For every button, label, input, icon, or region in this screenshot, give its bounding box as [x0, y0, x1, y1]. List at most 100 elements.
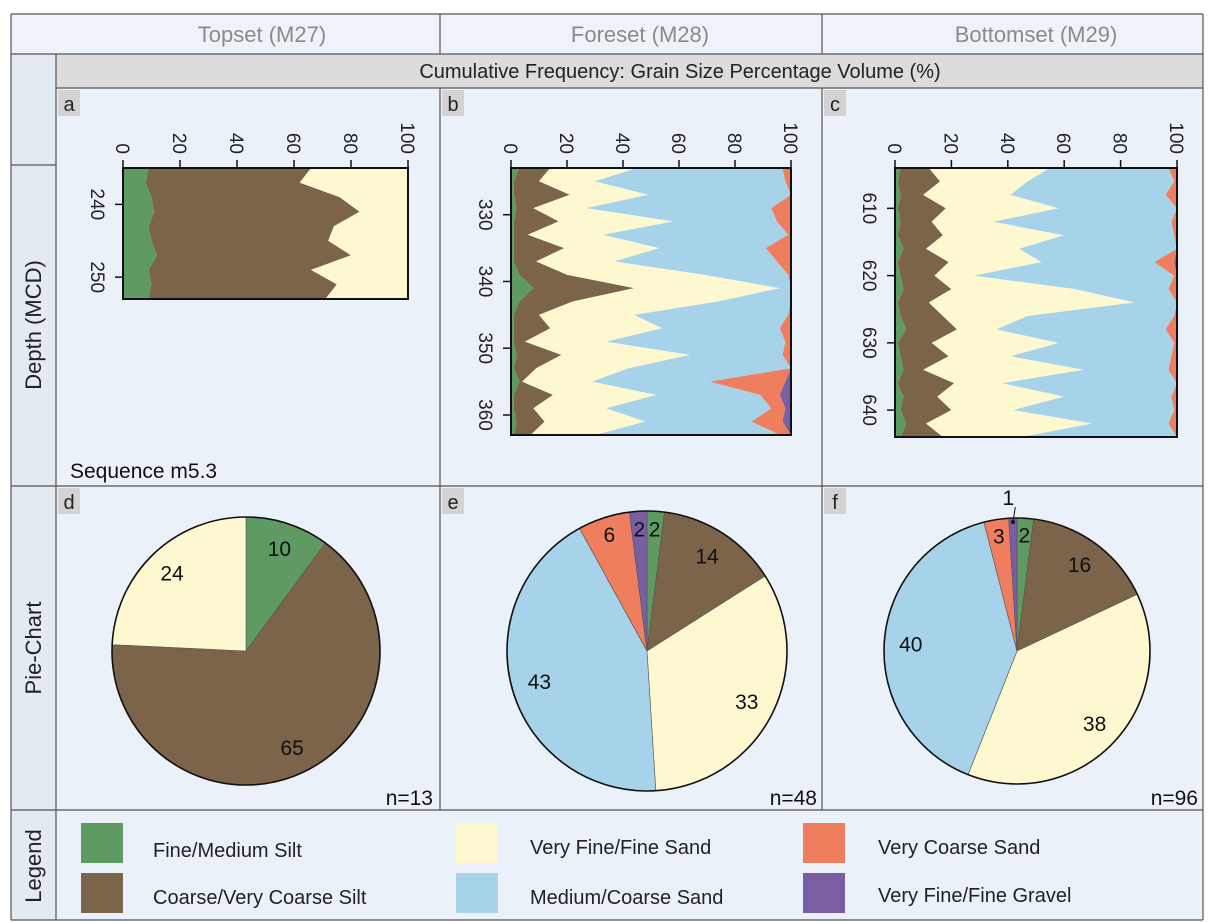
pie-chart-d: 10 65 24: [111, 516, 381, 786]
column-title-bottomset: Bottomset (M29): [955, 22, 1118, 47]
x-tick-label-a-80: 80: [339, 133, 360, 154]
x-tick-label-b-40: 40: [611, 133, 632, 154]
pie-label-e-very-fine-fine-gravel: 2: [634, 518, 646, 541]
area-c-fine-medium-silt: [895, 168, 907, 437]
panel-letter-a: a: [58, 90, 80, 116]
depth-tick-label-c-630: 630: [858, 327, 879, 359]
area-c-very-fine-fine-sand: [923, 168, 1135, 437]
panel-letter-c: c: [824, 90, 846, 116]
svg-text:d: d: [63, 492, 74, 514]
svg-text:a: a: [63, 94, 75, 116]
depth-tick-label-a-250: 250: [86, 261, 107, 293]
depth-tick-label-c-640: 640: [858, 394, 879, 426]
area-b-very-fine-fine-sand: [522, 168, 780, 435]
x-tick-label-b-100: 100: [779, 122, 800, 154]
area-a-fine-medium-silt: [123, 168, 158, 299]
x-tick-label-a-60: 60: [282, 133, 303, 154]
legend-label-fine-medium-silt: Fine/Medium Silt: [153, 840, 302, 862]
area-chart-c: 0 20 40 60 80 100 610 620 630 640: [858, 122, 1186, 438]
depth-tick-label-b-360: 360: [474, 399, 495, 431]
x-tick-label-c-20: 20: [939, 133, 960, 154]
x-tick-label-c-40: 40: [996, 133, 1017, 154]
pie-chart-f: 2 16 38 40 3 1: [883, 487, 1151, 785]
area-b-coarse-very-coarse-silt: [513, 168, 635, 435]
n-label-d: n=13: [386, 787, 433, 810]
legend-swatch-very-coarse-sand: [803, 823, 845, 863]
legend-swatch-fine-medium-silt: [81, 823, 123, 863]
panel-letter-b: b: [442, 90, 464, 116]
pie-outline-e: [506, 510, 788, 792]
x-tick-label-c-60: 60: [1052, 133, 1073, 154]
row-label-legend: Legend: [21, 829, 46, 902]
legend-swatch-medium-coarse-sand: [456, 873, 498, 913]
pie-label-e-very-fine-fine-sand: 33: [735, 691, 758, 714]
pie-label-f-medium-coarse-sand: 40: [899, 633, 922, 656]
legend-swatch-coarse-very-coarse-silt: [81, 873, 123, 913]
x-tick-label-b-80: 80: [723, 133, 744, 154]
pie-label-d-fine-medium-silt: 10: [268, 538, 291, 561]
x-tick-label-c-100: 100: [1165, 122, 1186, 154]
pie-label-f-very-fine-fine-gravel: 1: [1002, 487, 1014, 510]
x-tick-label-a-40: 40: [225, 133, 246, 154]
row-label-band: [11, 54, 56, 920]
depth-tick-label-a-240: 240: [86, 189, 107, 221]
area-a-very-fine-fine-sand: [299, 168, 408, 299]
legend-label-very-fine-fine-sand: Very Fine/Fine Sand: [530, 837, 711, 859]
x-tick-label-b-20: 20: [555, 133, 576, 154]
pie-outline-f: [883, 517, 1151, 785]
area-frame-b: [510, 167, 792, 436]
n-label-f: n=96: [1151, 787, 1198, 810]
pie-label-f-coarse-very-coarse-silt: 16: [1068, 554, 1091, 577]
pie-label-e-fine-medium-silt: 2: [649, 518, 661, 541]
legend-label-very-coarse-sand: Very Coarse Sand: [878, 837, 1040, 859]
pie-label-f-fine-medium-silt: 2: [1018, 525, 1030, 548]
legend-swatch-very-fine-fine-gravel: [803, 873, 845, 913]
x-tick-label-c-0: 0: [883, 143, 904, 154]
x-tick-label-b-60: 60: [667, 133, 688, 154]
legend: Fine/Medium Silt Coarse/Very Coarse Silt V…: [81, 823, 1071, 913]
area-b-very-coarse-sand: [709, 168, 791, 435]
depth-tick-label-b-340: 340: [474, 266, 495, 298]
area-a-coarse-very-coarse-silt: [145, 168, 360, 299]
panel-letter-e: e: [442, 488, 464, 514]
svg-text:e: e: [447, 492, 458, 514]
x-tick-label-a-100: 100: [396, 122, 417, 154]
area-chart-b: 0 20 40 60 80 100 330 340 350 360: [474, 122, 800, 436]
x-tick-label-a-20: 20: [168, 133, 189, 154]
area-frame-c: [894, 167, 1178, 438]
pie-pointer-line-f: [1012, 507, 1016, 523]
legend-label-very-fine-fine-gravel: Very Fine/Fine Gravel: [878, 885, 1071, 907]
n-label-e: n=48: [770, 787, 817, 810]
depth-tick-label-c-610: 610: [858, 192, 879, 224]
panel-letter-f: f: [824, 488, 846, 514]
area-frame-a: [122, 167, 409, 300]
column-title-foreset: Foreset (M28): [571, 22, 709, 47]
pie-label-e-medium-coarse-sand: 43: [528, 671, 551, 694]
row-label-depth: Depth (MCD): [21, 260, 46, 390]
legend-swatch-very-fine-fine-sand: [456, 823, 498, 863]
pie-label-f-very-coarse-sand: 3: [993, 526, 1005, 549]
area-b-fine-medium-silt: [511, 168, 534, 435]
legend-label-medium-coarse-sand: Medium/Coarse Sand: [530, 887, 723, 909]
area-chart-a: 0 20 40 60 80 100 240 250: [86, 122, 417, 300]
svg-text:f: f: [832, 492, 838, 514]
area-c-coarse-very-coarse-silt: [897, 168, 957, 437]
figure-subtitle: Cumulative Frequency: Grain Size Percent…: [419, 61, 940, 83]
pie-label-d-very-fine-fine-sand: 24: [160, 562, 184, 585]
depth-tick-label-b-330: 330: [474, 199, 495, 231]
area-c-very-coarse-sand: [1154, 168, 1177, 437]
depth-tick-label-c-620: 620: [858, 260, 879, 292]
area-b-medium-coarse-sand: [586, 168, 791, 435]
legend-label-coarse-very-coarse-silt: Coarse/Very Coarse Silt: [153, 887, 367, 909]
pie-label-e-very-coarse-sand: 6: [604, 524, 616, 547]
area-b-very-fine-fine-gravel: [779, 168, 791, 435]
x-tick-label-b-0: 0: [499, 143, 520, 154]
row-label-pie: Pie-Chart: [21, 602, 46, 695]
svg-text:b: b: [447, 94, 458, 116]
area-c-medium-coarse-sand: [974, 168, 1177, 437]
pie-label-e-coarse-very-coarse-silt: 14: [695, 545, 719, 568]
pie-outline-d: [111, 516, 381, 786]
depth-tick-label-b-350: 350: [474, 332, 495, 364]
